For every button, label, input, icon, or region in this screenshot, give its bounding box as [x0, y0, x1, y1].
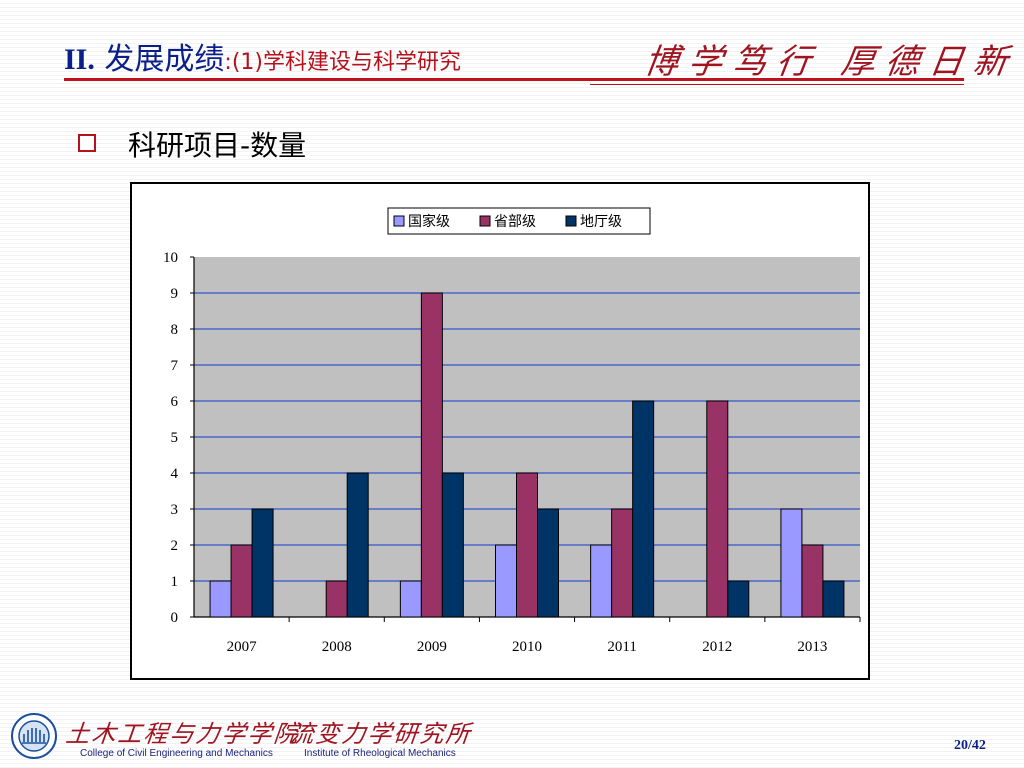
x-tick-label: 2011	[607, 639, 636, 655]
bar	[209, 580, 232, 618]
legend-box	[387, 207, 651, 235]
legend-swatch	[393, 215, 405, 227]
legend-label: 地厅级	[580, 214, 622, 230]
y-tick-label: 4	[171, 466, 179, 482]
bar	[495, 544, 517, 618]
x-tick-label: 2012	[702, 639, 732, 655]
hollow-square-bullet-icon	[78, 134, 96, 152]
bar	[801, 544, 824, 618]
bar	[537, 508, 559, 618]
title-roman-numeral: II.	[64, 43, 95, 76]
y-tick-label: 2	[171, 538, 179, 554]
title-text: 发展成绩	[104, 42, 225, 77]
y-tick-label: 5	[171, 430, 179, 446]
bar	[727, 580, 750, 618]
legend-swatch	[479, 215, 491, 227]
bar	[590, 544, 613, 618]
x-tick-label: 2009	[417, 639, 447, 655]
header-divider-thin	[590, 84, 964, 85]
bar	[822, 580, 845, 618]
bar	[325, 580, 348, 618]
slide-title: II. 发展成绩:(1)学科建设与科学研究	[64, 34, 461, 78]
bar	[441, 472, 464, 618]
legend-label: 国家级	[408, 213, 450, 230]
bar	[230, 544, 253, 618]
y-tick-label: 8	[171, 322, 179, 338]
y-tick-label: 10	[163, 250, 178, 266]
college-name-english: College of Civil Engineering and Mechani…	[80, 748, 273, 759]
bar	[251, 508, 274, 618]
title-subtitle: :(1)学科建设与科学研究	[224, 50, 461, 75]
bar	[632, 400, 655, 618]
institute-name-english: Institute of Rheological Mechanics	[304, 748, 456, 759]
legend-label: 省部级	[494, 214, 536, 230]
calligraphy-motto: 博学笃行 厚德日新	[641, 42, 1021, 82]
y-tick-label: 3	[171, 502, 179, 518]
bar	[611, 508, 634, 618]
header-divider	[64, 78, 964, 81]
bar-chart: 0 1 2 3 4 5 6 7 8 9 10 2007 2008 2009 2010 2011 2012 2013…	[163, 207, 861, 655]
x-tick-label: 2010	[512, 639, 542, 655]
y-tick-label: 0	[171, 610, 179, 626]
bar	[420, 292, 443, 618]
section-heading: 科研项目-数量	[128, 129, 307, 162]
y-tick-label: 7	[171, 358, 179, 374]
university-seal-logo	[11, 713, 57, 759]
legend-swatch	[565, 215, 577, 227]
institute-name-chinese: 流变力学研究所	[288, 720, 474, 748]
bar	[516, 472, 538, 618]
chart-frame: 0 1 2 3 4 5 6 7 8 9 10 2007 2008 2009 2010 2011 2012 2013…	[130, 182, 870, 680]
page-number: 20/42	[954, 738, 986, 753]
college-name-chinese: 土木工程与力学学院	[64, 720, 302, 748]
bar	[780, 508, 803, 618]
y-tick-label: 1	[171, 574, 179, 590]
y-tick-label: 9	[171, 286, 179, 302]
x-tick-label: 2007	[227, 639, 257, 655]
bar	[399, 580, 422, 618]
y-tick-label: 6	[171, 394, 179, 410]
bar	[706, 400, 729, 618]
bar	[346, 472, 369, 618]
x-tick-label: 2008	[322, 639, 352, 655]
x-tick-label: 2013	[797, 639, 827, 655]
